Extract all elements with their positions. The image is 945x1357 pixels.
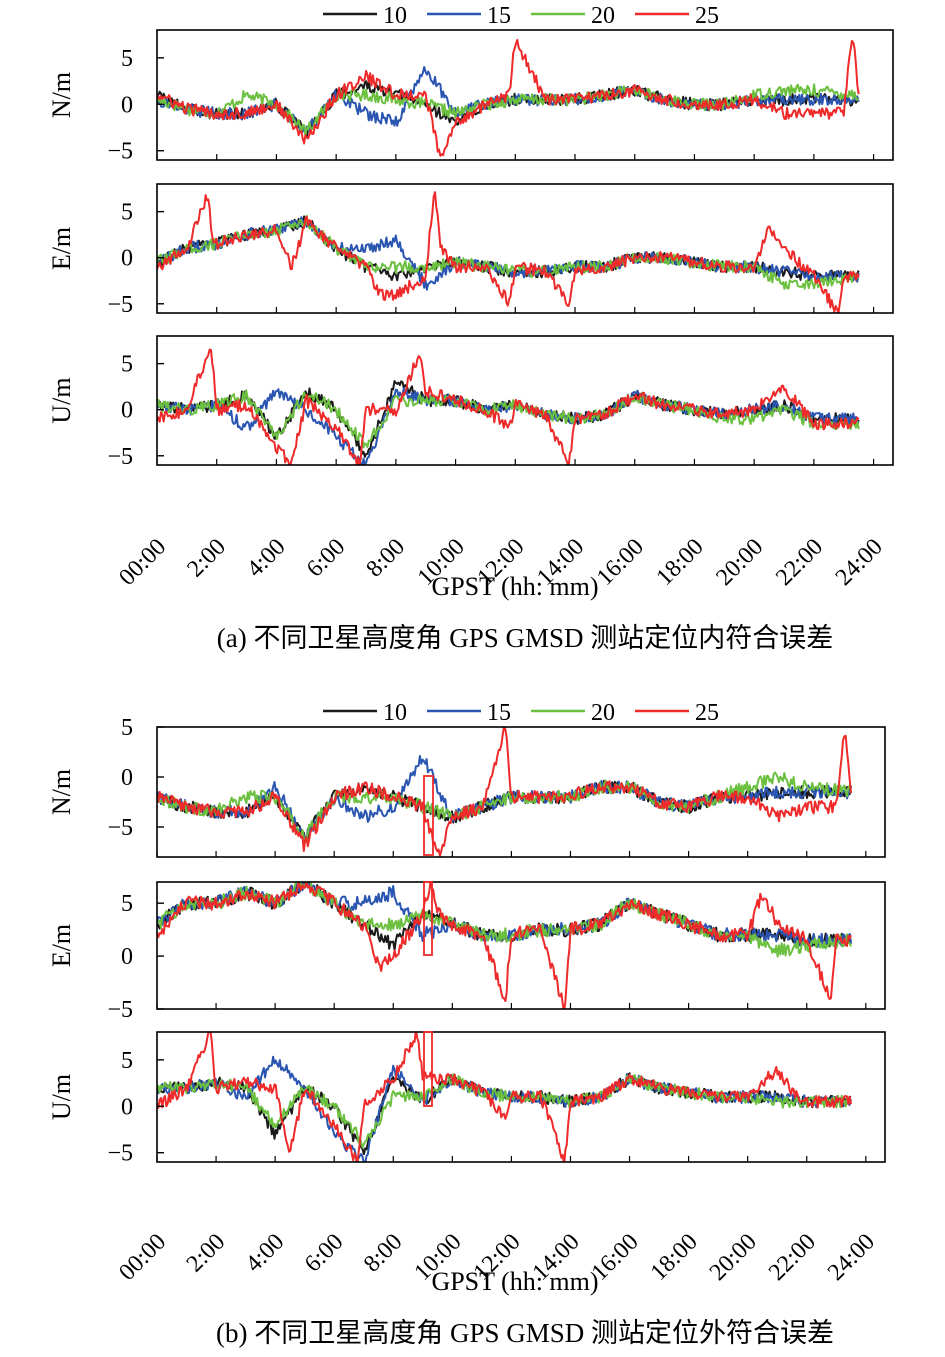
y-tick-label: 0 — [121, 92, 133, 118]
highlight-box — [423, 1031, 433, 1107]
legend-label-15: 15 — [487, 700, 511, 726]
y-tick-label: −5 — [107, 997, 133, 1023]
panels-b: 5 0 −5 N/m 5 0 −5 E/m 5 0 −5 U/m — [47, 715, 886, 1167]
legend-b: 10 15 20 25 — [323, 700, 719, 726]
y-tick-label: −5 — [107, 292, 133, 318]
y-tick-label: 5 — [121, 891, 133, 917]
x-axis-label-a: GPST (hh: mm) — [431, 572, 598, 601]
panel-b-0-series — [157, 727, 852, 857]
series-line-20 — [157, 882, 852, 958]
y-axis-label: N/m — [47, 769, 76, 815]
x-tick-label: 22:00 — [771, 534, 828, 591]
panel-b-1-series — [157, 882, 852, 1009]
y-tick-label: 5 — [121, 715, 133, 741]
x-tick-label: 24:00 — [831, 534, 888, 591]
y-tick-label: 5 — [121, 46, 133, 72]
panel-frame-a-0 — [156, 29, 894, 161]
highlight-box — [423, 775, 434, 856]
panel-frame-a-1 — [156, 183, 894, 314]
x-tick-label: 20:00 — [711, 534, 768, 591]
series-line-25 — [157, 38, 860, 157]
legend-label-20: 20 — [591, 3, 615, 29]
caption-a: (a) 不同卫星高度角 GPS GMSD 测站定位内符合误差 — [217, 623, 834, 653]
legend-label-15: 15 — [487, 3, 511, 29]
y-tick-label: 0 — [121, 246, 133, 272]
x-tick-label: 2:00 — [182, 1229, 231, 1278]
panel-b-2-series — [157, 1032, 852, 1162]
y-tick-label: 5 — [121, 352, 133, 378]
y-tick-label: 0 — [121, 765, 133, 791]
x-tick-label: 24:00 — [823, 1229, 880, 1286]
y-axis-label: N/m — [47, 72, 76, 118]
y-axis-label: E/m — [47, 924, 76, 967]
y-axis-label: E/m — [47, 227, 76, 270]
figure-a: 10 15 20 25 5 0 −5 N/m 5 0 −5 E/m 5 0 −5 U/m 00:00 2:00… — [47, 3, 894, 653]
series-line-25 — [157, 882, 852, 1009]
caption-b: (b) 不同卫星高度角 GPS GMSD 测站定位外符合误差 — [216, 1318, 834, 1348]
y-axis-label: U/m — [47, 377, 76, 423]
x-tick-label: 18:00 — [652, 534, 709, 591]
series-line-25 — [157, 1032, 852, 1162]
panel-frame-b-1 — [156, 881, 886, 1010]
x-tick-label: 6:00 — [302, 534, 351, 583]
panel-a-2-series — [157, 348, 860, 465]
x-tick-label: 2:00 — [182, 534, 231, 583]
figure-b: 10 15 20 25 5 0 −5 N/m 5 0 −5 E/m 5 0 −5 U/m 00:00 2:00… — [47, 700, 886, 1348]
legend-label-20: 20 — [591, 700, 615, 726]
legend-label-25: 25 — [695, 700, 719, 726]
series-line-20 — [157, 389, 860, 449]
highlight-box — [423, 881, 433, 956]
y-tick-label: 0 — [121, 398, 133, 424]
y-tick-label: −5 — [107, 139, 133, 165]
legend-a: 10 15 20 25 — [323, 3, 719, 29]
y-tick-label: 0 — [121, 1094, 133, 1120]
panel-frame-b-0 — [156, 726, 886, 858]
panels-a: 5 0 −5 N/m 5 0 −5 E/m 5 0 −5 U/m — [47, 29, 894, 470]
x-tick-label: 8:00 — [362, 534, 411, 583]
x-tick-label: 6:00 — [300, 1229, 349, 1278]
y-tick-label: −5 — [107, 815, 133, 841]
x-tick-label: 4:00 — [241, 1229, 290, 1278]
y-tick-label: 5 — [121, 200, 133, 226]
legend-label-25: 25 — [695, 3, 719, 29]
series-line-25 — [157, 348, 860, 465]
x-tick-label: 00:00 — [114, 534, 171, 591]
x-tick-label: 8:00 — [359, 1229, 408, 1278]
legend-label-10: 10 — [383, 3, 407, 29]
y-tick-label: 5 — [121, 1048, 133, 1074]
legend-label-10: 10 — [383, 700, 407, 726]
panel-a-1-series — [157, 191, 860, 313]
x-tick-label: 00:00 — [114, 1229, 171, 1286]
x-tick-label: 20:00 — [705, 1229, 762, 1286]
series-line-25 — [157, 727, 852, 857]
panel-a-0-series — [157, 38, 860, 157]
x-tick-label: 4:00 — [242, 534, 291, 583]
x-tick-label: 16:00 — [592, 534, 649, 591]
y-axis-label: U/m — [47, 1074, 76, 1120]
x-tick-label: 18:00 — [646, 1229, 703, 1286]
series-line-25 — [157, 191, 860, 313]
y-tick-label: −5 — [107, 1141, 133, 1167]
x-axis-label-b: GPST (hh: mm) — [431, 1267, 598, 1296]
y-tick-label: 0 — [121, 944, 133, 970]
y-tick-label: −5 — [107, 444, 133, 470]
panel-frame-a-2 — [156, 335, 894, 466]
panel-frame-b-2 — [156, 1031, 886, 1163]
x-tick-label: 22:00 — [764, 1229, 821, 1286]
